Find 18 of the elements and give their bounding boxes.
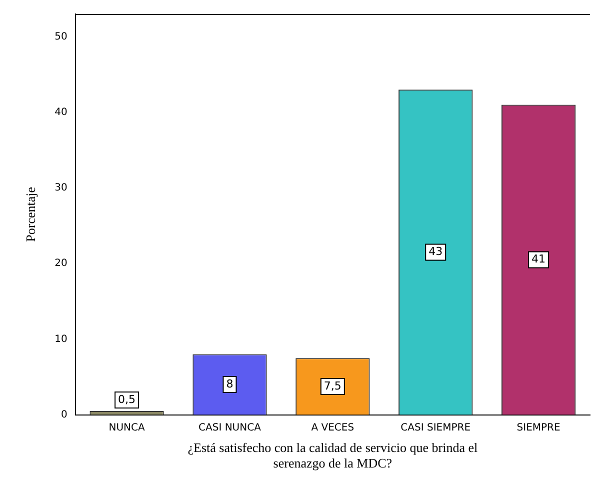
x-tick-label: CASI SIEMPRE (400, 422, 471, 434)
data-label: 41 (532, 252, 546, 266)
y-axis-title: Porcentaje (23, 186, 38, 242)
y-tick-label: 40 (54, 106, 68, 118)
x-tick-label: A VECES (311, 422, 354, 434)
x-axis-title: ¿Está satisfecho con la calidad de servicio que brinda el serenazgo de la MDC? (188, 440, 478, 471)
data-label: 8 (226, 377, 234, 390)
y-tick-label: 10 (54, 334, 68, 345)
x-tick-label: NUNCA (108, 422, 145, 434)
y-tick-label: 30 (54, 182, 68, 194)
x-tick-label: CASI NUNCA (198, 422, 262, 434)
data-label: 0,5 (118, 392, 136, 406)
y-tick-label: 0 (60, 409, 68, 420)
x-tick-label: SIEMPRE (516, 422, 560, 434)
y-tick-label: 20 (54, 258, 68, 270)
y-tick-label: 50 (54, 31, 68, 42)
data-label: 43 (428, 245, 443, 258)
data-label: 7,5 (324, 379, 342, 392)
